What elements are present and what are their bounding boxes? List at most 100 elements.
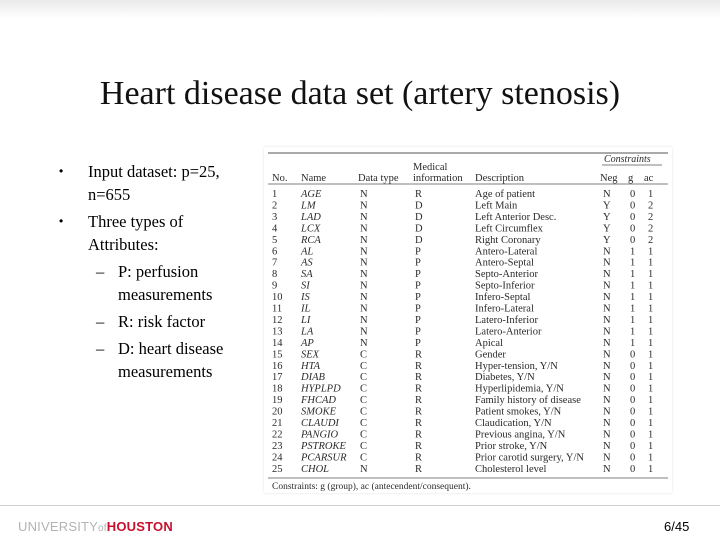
cell-description: Cholesterol level (475, 464, 547, 475)
bullet-text: R: risk factor (118, 312, 206, 331)
cell-datatype: N (360, 281, 368, 292)
cell-g: 0 (630, 418, 635, 429)
cell-name: CHOL (301, 464, 329, 475)
cell-description: Left Anterior Desc. (475, 212, 556, 223)
cell-no: 4 (272, 223, 278, 234)
cell-medical: R (415, 361, 422, 372)
cell-no: 10 (272, 292, 283, 303)
bullet-text: P: perfusion measurements (118, 262, 213, 304)
cell-no: 17 (272, 372, 283, 383)
sub-bullet-item: – D: heart disease measurements (56, 337, 256, 383)
cell-description: Prior stroke, Y/N (475, 441, 548, 452)
cell-medical: R (415, 384, 422, 395)
col-header-information: information (413, 173, 463, 184)
cell-datatype: N (360, 246, 368, 257)
cell-name: PSTROKE (300, 441, 347, 452)
attribute-table: Constraints No. Name Data type Medical inform… (264, 147, 672, 493)
cell-g: 0 (630, 464, 635, 475)
cell-datatype: C (360, 349, 367, 360)
cell-ac: 2 (648, 200, 653, 211)
cell-medical: P (415, 326, 421, 337)
cell-ac: 1 (648, 292, 653, 303)
cell-no: 21 (272, 418, 283, 429)
cell-g: 0 (630, 429, 635, 440)
cell-ac: 2 (648, 235, 653, 246)
cell-medical: D (415, 235, 423, 246)
cell-no: 15 (272, 349, 283, 360)
cell-name: HTA (300, 361, 321, 372)
cell-medical: P (415, 338, 421, 349)
cell-neg: N (603, 407, 611, 418)
cell-datatype: C (360, 418, 367, 429)
cell-ac: 1 (648, 189, 653, 200)
cell-neg: N (603, 429, 611, 440)
cell-neg: N (603, 246, 611, 257)
cell-neg: Y (603, 223, 611, 234)
university-logo: UNIVERSITYofHOUSTON (18, 519, 173, 534)
cell-no: 14 (272, 338, 283, 349)
cell-g: 1 (630, 326, 635, 337)
cell-name: FHCAD (300, 395, 336, 406)
cell-name: CLAUDI (301, 418, 339, 429)
cell-description: Septo-Anterior (475, 269, 538, 280)
cell-datatype: N (360, 326, 368, 337)
cell-medical: P (415, 304, 421, 315)
cell-neg: N (603, 452, 611, 463)
cell-description: Septo-Inferior (475, 281, 535, 292)
logo-university-text: UNIVERSITY (18, 519, 99, 534)
cell-neg: N (603, 384, 611, 395)
cell-datatype: N (360, 304, 368, 315)
cell-medical: D (415, 223, 423, 234)
cell-datatype: C (360, 384, 367, 395)
cell-ac: 1 (648, 361, 653, 372)
cell-ac: 1 (648, 464, 653, 475)
cell-medical: P (415, 315, 421, 326)
bullet-item: • Three types of Attributes: (56, 210, 256, 256)
cell-description: Gender (475, 349, 506, 360)
cell-name: LAD (300, 212, 321, 223)
cell-ac: 1 (648, 349, 653, 360)
cell-no: 13 (272, 326, 283, 337)
cell-description: Patient smokes, Y/N (475, 407, 562, 418)
bullet-list: • Input dataset: p=25, n=655 • Three typ… (56, 160, 256, 387)
cell-neg: N (603, 441, 611, 452)
cell-description: Hyperlipidemia, Y/N (475, 384, 564, 395)
cell-no: 8 (272, 269, 277, 280)
cell-no: 24 (272, 452, 283, 463)
cell-datatype: N (360, 189, 368, 200)
cell-neg: N (603, 292, 611, 303)
cell-medical: P (415, 281, 421, 292)
cell-neg: N (603, 269, 611, 280)
constraints-header: Constraints (604, 154, 651, 165)
cell-ac: 1 (648, 407, 653, 418)
cell-datatype: N (360, 223, 368, 234)
cell-description: Previous angina, Y/N (475, 429, 566, 440)
cell-description: Latero-Inferior (475, 315, 538, 326)
cell-name: AL (300, 246, 313, 257)
cell-name: SMOKE (301, 407, 337, 418)
cell-description: Age of patient (475, 189, 535, 200)
cell-g: 0 (630, 395, 635, 406)
cell-name: SI (301, 281, 310, 292)
cell-medical: R (415, 395, 422, 406)
cell-medical: R (415, 349, 422, 360)
cell-ac: 1 (648, 429, 653, 440)
cell-no: 25 (272, 464, 283, 475)
cell-description: Infero-Septal (475, 292, 530, 303)
cell-no: 6 (272, 246, 277, 257)
cell-neg: Y (603, 200, 611, 211)
cell-datatype: N (360, 338, 368, 349)
cell-no: 22 (272, 429, 283, 440)
cell-datatype: C (360, 361, 367, 372)
bullet-text: Input dataset: p=25, n=655 (88, 162, 220, 204)
bullet-dot-icon: • (59, 214, 64, 228)
cell-datatype: C (360, 395, 367, 406)
cell-name: RCA (300, 235, 321, 246)
cell-medical: R (415, 372, 422, 383)
cell-g: 1 (630, 304, 635, 315)
cell-no: 20 (272, 407, 283, 418)
cell-name: IS (300, 292, 310, 303)
cell-medical: P (415, 292, 421, 303)
cell-medical: D (415, 212, 423, 223)
cell-name: AGE (300, 189, 322, 200)
